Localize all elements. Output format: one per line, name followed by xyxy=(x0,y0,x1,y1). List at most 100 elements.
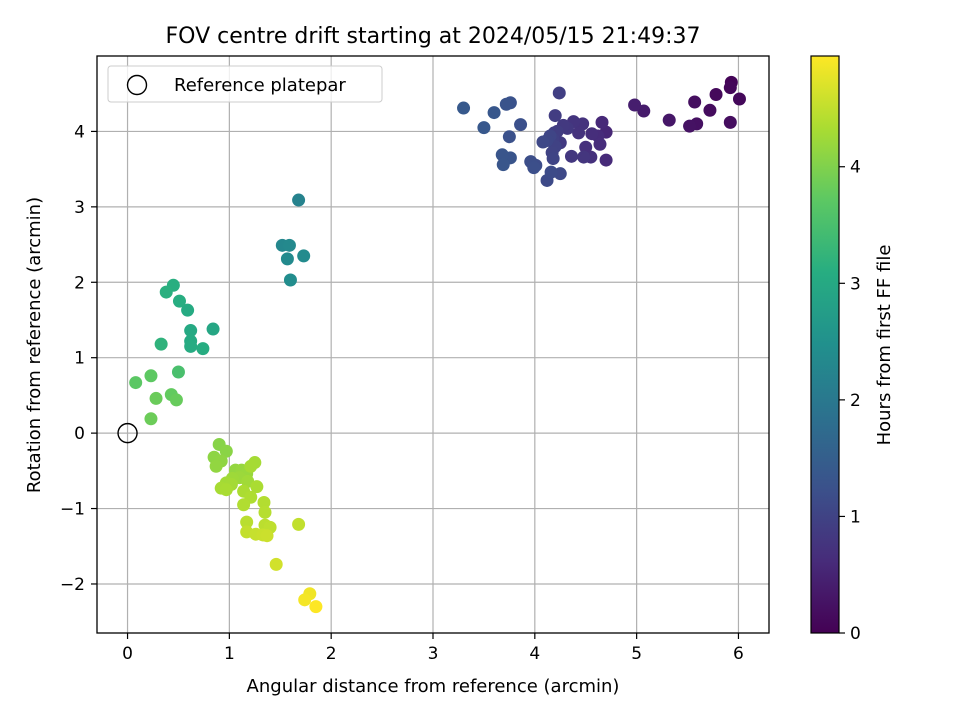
data-point xyxy=(240,515,254,529)
data-point xyxy=(244,459,258,473)
data-point xyxy=(154,337,168,351)
data-point xyxy=(206,322,220,336)
data-point xyxy=(577,150,591,164)
grid-lines xyxy=(97,56,769,633)
x-tick-label: 4 xyxy=(529,644,540,664)
data-point xyxy=(496,158,510,172)
data-point xyxy=(723,81,737,95)
data-point xyxy=(579,140,593,154)
data-points xyxy=(129,75,746,614)
data-point xyxy=(628,98,642,112)
colorbar-ticks: 0 1 2 3 4 xyxy=(839,158,861,644)
x-tick-label: 1 xyxy=(224,644,235,664)
data-point xyxy=(184,324,198,338)
data-point xyxy=(536,135,550,149)
data-point xyxy=(237,498,251,512)
data-point xyxy=(144,369,158,383)
data-point xyxy=(172,294,186,308)
colorbar-tick-label: 2 xyxy=(850,391,861,411)
data-point xyxy=(144,412,158,426)
data-point xyxy=(477,121,491,135)
data-point xyxy=(280,252,294,266)
legend-box xyxy=(107,65,383,103)
y-tick-label: 1 xyxy=(74,349,85,369)
data-point xyxy=(662,113,676,127)
x-tick-label: 5 xyxy=(631,644,642,664)
y-tick-label: −1 xyxy=(60,500,85,520)
data-point xyxy=(309,600,323,614)
data-point xyxy=(297,249,311,263)
colorbar xyxy=(810,55,840,634)
data-point xyxy=(260,529,274,543)
data-point xyxy=(599,153,613,167)
data-point xyxy=(209,459,223,473)
data-point xyxy=(637,104,651,118)
colorbar-tick-label: 4 xyxy=(850,158,861,178)
data-point xyxy=(732,92,746,106)
data-point xyxy=(703,103,717,117)
x-tick-label: 6 xyxy=(733,644,744,664)
x-tick-label: 3 xyxy=(428,644,439,664)
reference-platepar-marker xyxy=(117,422,138,444)
data-point xyxy=(196,342,210,356)
data-point xyxy=(171,365,185,379)
data-point xyxy=(688,95,702,109)
data-point xyxy=(457,101,471,115)
x-tick-label: 2 xyxy=(326,644,337,664)
data-point xyxy=(593,137,607,151)
y-tick-label: −2 xyxy=(60,575,85,595)
data-point xyxy=(709,87,723,101)
data-point xyxy=(499,97,513,111)
x-axis-label: Angular distance from reference (arcmin) xyxy=(247,676,620,697)
data-point xyxy=(159,285,173,299)
y-tick-label: 4 xyxy=(74,122,85,142)
data-point xyxy=(595,115,609,129)
y-tick-label: 2 xyxy=(74,273,85,293)
data-point xyxy=(149,391,163,405)
data-point xyxy=(282,238,296,252)
reference-point xyxy=(117,422,138,444)
y-tick-label: 0 xyxy=(74,424,85,444)
data-point xyxy=(546,152,560,166)
y-axis-ticks: −2 −1 0 1 2 3 4 xyxy=(60,122,97,595)
data-point xyxy=(219,444,233,458)
data-point xyxy=(181,303,195,317)
data-point xyxy=(129,376,143,390)
data-point xyxy=(683,119,697,133)
y-tick-label: 3 xyxy=(74,198,85,218)
data-point xyxy=(169,393,183,407)
data-point xyxy=(552,86,566,100)
colorbar-tick-label: 1 xyxy=(850,507,861,527)
legend: Reference platepar xyxy=(107,65,383,103)
data-point xyxy=(258,505,272,519)
data-point xyxy=(257,496,271,510)
data-point xyxy=(298,593,312,607)
y-axis-label: Rotation from reference (arcmin) xyxy=(24,197,45,493)
chart-title: FOV centre drift starting at 2024/05/15 … xyxy=(166,24,701,49)
data-point xyxy=(548,109,562,123)
colorbar-tick-label: 0 xyxy=(850,624,861,644)
data-point xyxy=(723,115,737,129)
data-point xyxy=(219,483,233,497)
data-point xyxy=(292,193,306,207)
data-point xyxy=(564,149,578,163)
data-point xyxy=(250,480,264,494)
data-point xyxy=(495,148,509,162)
data-point xyxy=(292,517,306,531)
colorbar-tick-label: 3 xyxy=(850,274,861,294)
data-point xyxy=(184,339,198,353)
data-point xyxy=(487,106,501,120)
data-point xyxy=(502,130,516,144)
data-point xyxy=(572,126,586,140)
data-point xyxy=(527,161,541,175)
data-point xyxy=(585,127,599,141)
data-point xyxy=(544,165,558,179)
x-tick-label: 0 xyxy=(122,644,133,664)
data-point xyxy=(514,118,528,132)
legend-entry-reference-platepar: Reference platepar xyxy=(174,75,346,96)
colorbar-label: Hours from first FF file xyxy=(874,245,895,446)
x-axis-ticks: 0 1 2 3 4 5 6 xyxy=(122,633,744,664)
legend-marker-icon xyxy=(126,74,148,96)
data-point xyxy=(269,557,283,571)
